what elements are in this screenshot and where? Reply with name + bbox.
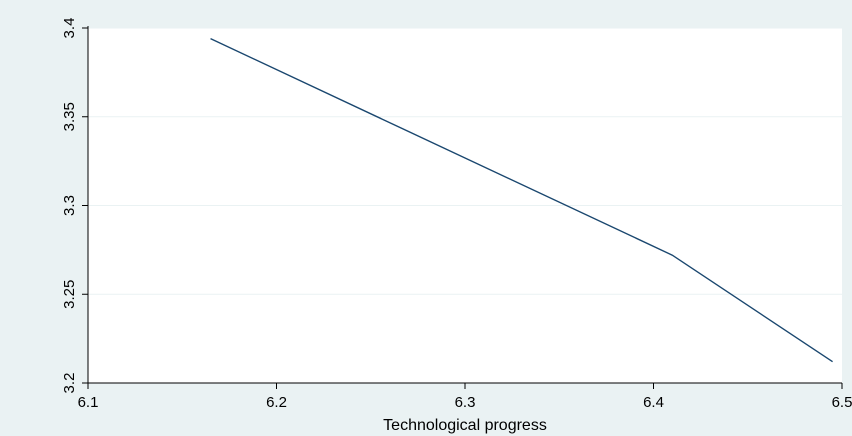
x-tick-label-0: 6.1 (78, 394, 99, 411)
series-layer (210, 38, 833, 363)
x-tick-label-4: 6.5 (832, 394, 852, 411)
y-tick-label-2: 3.3 (61, 195, 78, 216)
axes: 3.2 3.25 3.3 3.35 3.4 6.1 6.2 6.3 6.4 6.5 (61, 18, 852, 411)
x-tick-label-1: 6.2 (266, 394, 287, 411)
y-tick-label-3: 3.35 (61, 102, 78, 131)
y-tick-label-4: 3.4 (61, 18, 78, 39)
y-tick-label-1: 3.25 (61, 280, 78, 309)
x-tick-label-2: 6.3 (455, 394, 476, 411)
x-axis-title: Technological progress (383, 417, 547, 434)
x-tick-label-3: 6.4 (643, 394, 664, 411)
y-tick-label-0: 3.2 (61, 373, 78, 394)
